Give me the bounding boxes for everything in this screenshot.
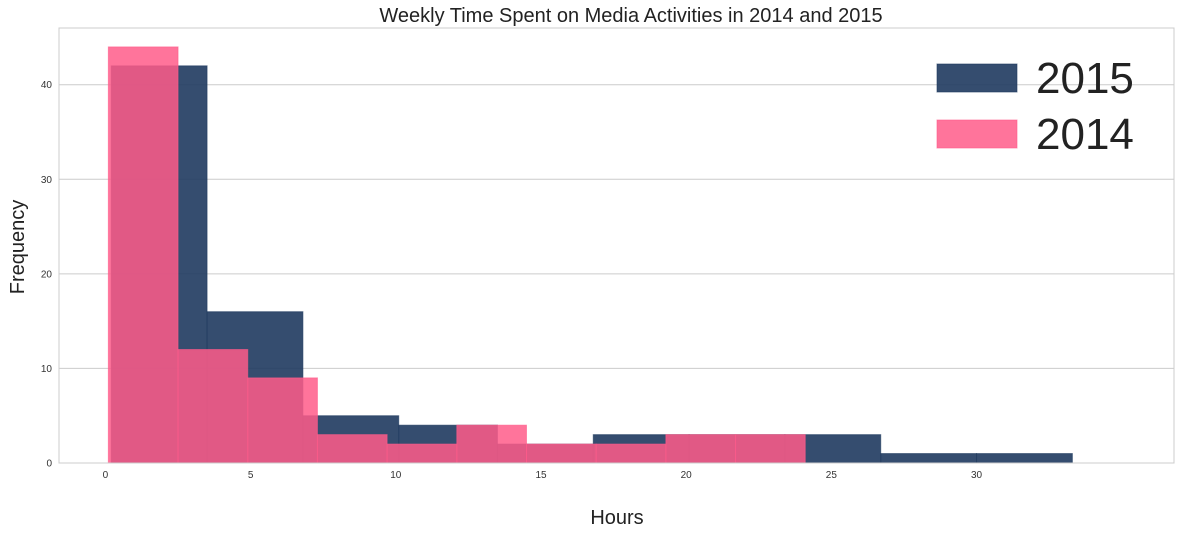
bar-2014 — [665, 434, 737, 464]
bar-2014 — [595, 443, 667, 464]
x-tick-label: 25 — [826, 470, 838, 481]
y-axis-label: Frequency — [7, 200, 29, 295]
x-tick-label: 0 — [103, 470, 109, 481]
x-tick-label: 30 — [971, 470, 983, 481]
tick-labels: 0 5 10 15 20 25 30 0 10 20 30 40 — [41, 80, 983, 481]
histogram-bars — [107, 46, 1073, 464]
x-tick-label: 20 — [681, 470, 693, 481]
y-tick-label: 30 — [41, 175, 53, 186]
bar-2014 — [386, 443, 458, 464]
bar-2014 — [456, 424, 527, 464]
legend-label-2015: 2015 — [1036, 54, 1134, 103]
bar-2014 — [177, 349, 249, 464]
x-tick-label: 10 — [390, 470, 402, 481]
y-tick-label: 10 — [41, 364, 53, 375]
y-tick-label: 20 — [41, 269, 53, 280]
legend-label-2014: 2014 — [1036, 110, 1134, 159]
legend-swatch-2014 — [936, 119, 1018, 149]
x-tick-label: 15 — [535, 470, 547, 481]
y-tick-label: 0 — [46, 459, 52, 470]
chart-title: Weekly Time Spent on Media Activities in… — [379, 5, 882, 27]
legend: 2015 2014 — [936, 54, 1134, 159]
bar-2014 — [525, 443, 597, 464]
plot-frame — [58, 27, 1175, 464]
bar-2015 — [976, 453, 1073, 464]
y-tick-label: 40 — [41, 80, 53, 91]
bar-2014 — [107, 46, 179, 464]
bar-2014 — [735, 434, 806, 464]
x-tick-label: 5 — [248, 470, 254, 481]
x-axis-label: Hours — [590, 507, 643, 529]
bar-2015 — [880, 453, 978, 464]
bar-2014 — [316, 434, 388, 464]
legend-swatch-2015 — [936, 63, 1018, 93]
bar-2014 — [247, 377, 318, 464]
